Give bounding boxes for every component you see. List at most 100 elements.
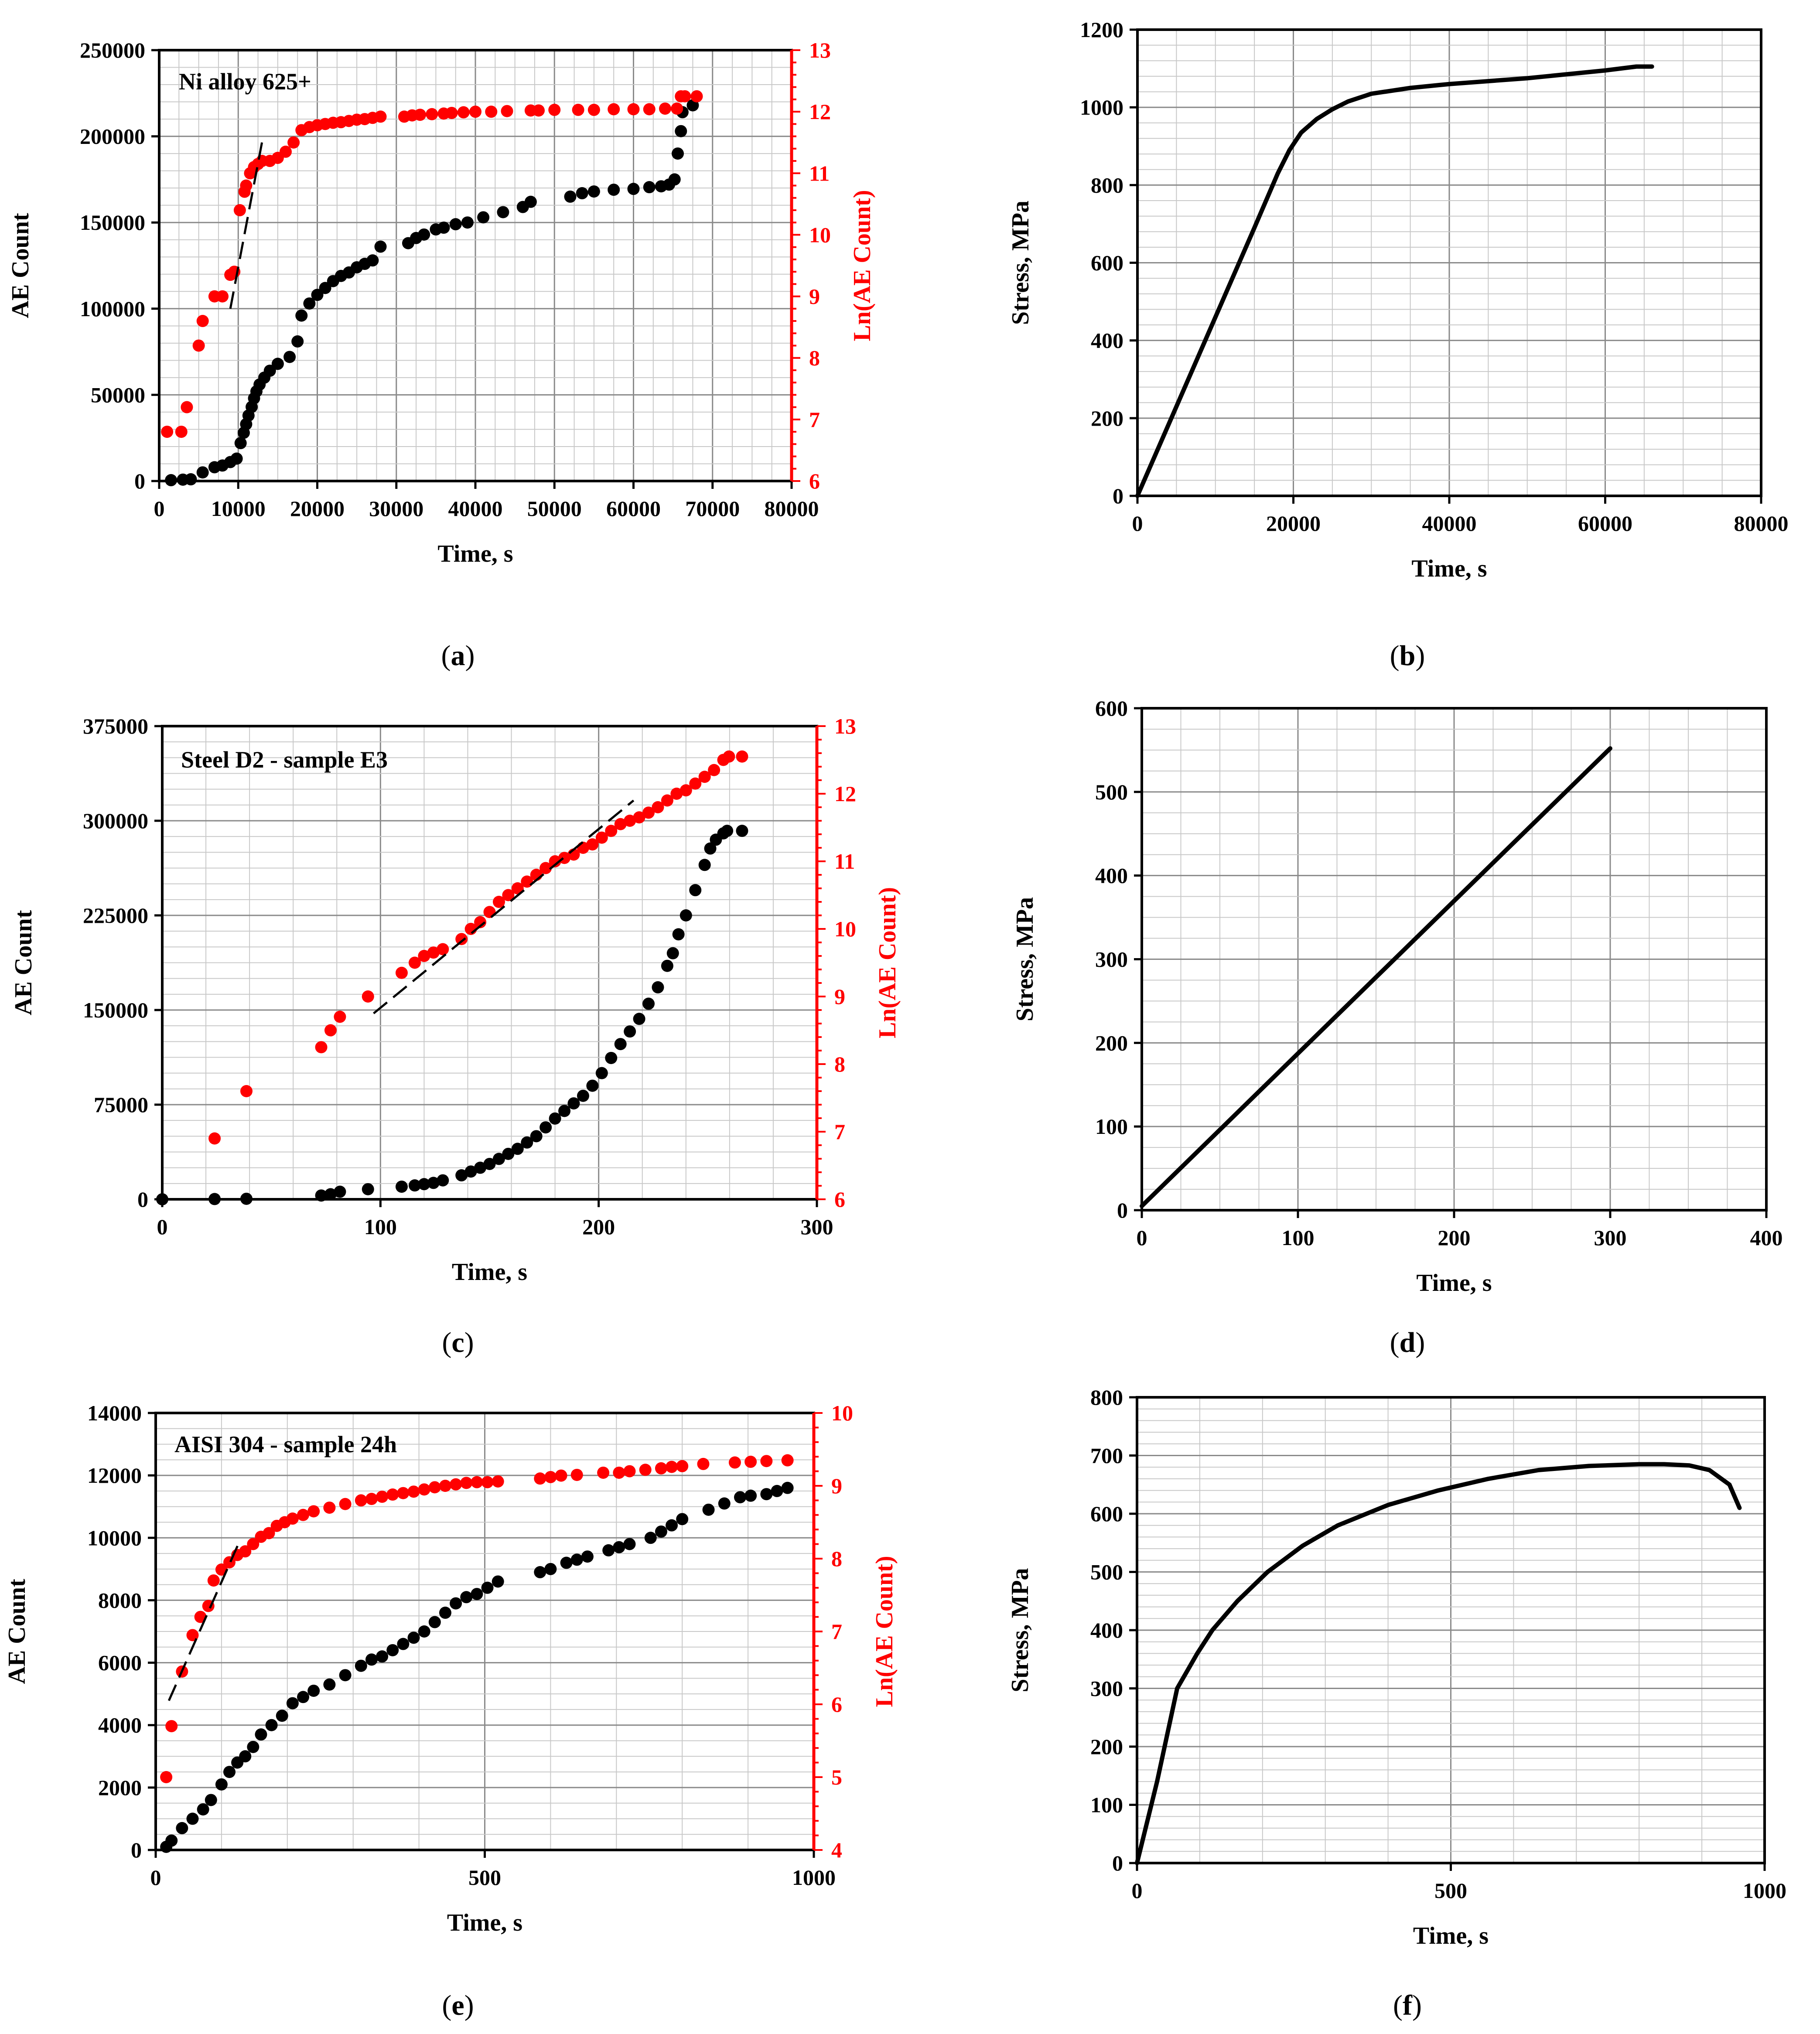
data-point [544, 1471, 557, 1483]
data-point [315, 1189, 328, 1202]
data-point [365, 1653, 378, 1666]
y-tick-label: 0 [1113, 484, 1123, 508]
data-point [671, 102, 683, 115]
data-point [605, 1051, 618, 1064]
y2-tick-label: 13 [834, 714, 856, 738]
x-axis-label: Time, s [1411, 555, 1487, 582]
y-tick-label: 10000 [87, 1526, 142, 1550]
chart-annotation: Steel D2 - sample E3 [181, 747, 388, 773]
y2-tick-label: 11 [834, 849, 855, 874]
y2-axis-label: Ln(AE Count) [874, 887, 901, 1038]
x-tick-label: 50000 [527, 496, 582, 521]
data-point [315, 1041, 328, 1054]
data-point [439, 1607, 451, 1619]
data-point [474, 1161, 487, 1174]
data-point [439, 1480, 451, 1492]
y-tick-label: 400 [1095, 863, 1128, 888]
chart-annotation: AISI 304 - sample 24h [174, 1431, 397, 1457]
y-tick-label: 12000 [87, 1463, 142, 1488]
trend-line [229, 142, 263, 309]
data-point [642, 997, 655, 1010]
panel-f: 0 500 1000 0 100 200 300 400 500 600 700 800 Time, s… [1007, 1385, 1786, 2021]
trend-line [373, 799, 635, 1014]
data-point [286, 1697, 299, 1710]
y-tick-label: 6000 [98, 1651, 142, 1675]
data-point [558, 1105, 571, 1117]
data-point [428, 1616, 441, 1628]
data-point [265, 1719, 278, 1731]
data-point [680, 909, 692, 921]
data-point [633, 811, 645, 824]
data-point [723, 750, 735, 763]
data-point [627, 103, 640, 116]
data-point [223, 1766, 236, 1778]
data-point [492, 896, 505, 908]
y2-tick-label: 12 [809, 99, 831, 124]
data-point [263, 365, 276, 377]
data-point [502, 889, 515, 901]
data-point [455, 1169, 468, 1182]
x-tick-label: 10000 [211, 496, 266, 521]
y2-tick-label: 12 [834, 782, 856, 806]
data-point [521, 1136, 533, 1149]
data-point [455, 933, 468, 945]
data-point [408, 956, 421, 969]
data-point [690, 90, 703, 102]
data-point [208, 1132, 221, 1145]
data-point [549, 855, 561, 867]
data-point [414, 109, 427, 121]
y-tick-label: 300 [1090, 1676, 1123, 1701]
gridlines [156, 1413, 814, 1850]
data-point [613, 1541, 625, 1553]
panel-caption: (c) [442, 1327, 474, 1358]
y-tick-label: 1000 [1080, 95, 1123, 119]
data-point [311, 289, 324, 301]
x-tick-label: 60000 [606, 496, 661, 521]
data-point [184, 473, 197, 486]
x-tick-label: 40000 [1422, 511, 1477, 536]
data-point [297, 1508, 310, 1521]
data-point [643, 181, 656, 194]
data-point [760, 1488, 773, 1501]
y2-tick-label: 8 [809, 346, 820, 370]
data-point [627, 183, 640, 195]
data-point [240, 179, 253, 192]
y2-tick-label: 11 [809, 161, 830, 185]
panel-caption: (d) [1390, 1327, 1425, 1358]
series-ln-ae-count [208, 750, 748, 1145]
y-tick-label: 800 [1090, 1385, 1123, 1409]
y2-tick-label: 7 [834, 1119, 845, 1144]
data-point [608, 184, 620, 196]
data-point [418, 228, 430, 241]
data-point [781, 1481, 794, 1494]
data-point [471, 1476, 483, 1488]
x-tick-label: 300 [1594, 1225, 1627, 1250]
data-point [501, 105, 513, 117]
data-point [161, 426, 174, 438]
data-point [437, 1174, 449, 1187]
data-point [721, 825, 734, 837]
data-point [661, 959, 673, 972]
data-point [744, 1455, 757, 1468]
y2-tick-label: 10 [834, 917, 856, 941]
data-point [156, 1193, 168, 1205]
data-point [324, 1024, 337, 1037]
data-point [659, 102, 671, 115]
x-tick-label: 40000 [448, 496, 503, 521]
x-tick-label: 400 [1750, 1225, 1783, 1250]
data-point [395, 1181, 408, 1193]
chart-annotation: Ni alloy 625+ [179, 68, 311, 95]
data-point [567, 1097, 580, 1110]
x-axis-label: Time, s [1413, 1922, 1489, 1949]
data-point [587, 185, 600, 198]
data-point [324, 1188, 337, 1201]
data-point [614, 818, 627, 830]
data-point [319, 282, 331, 294]
panel-c: 0 100 200 300 0 75000 150000 225000 300000 375000… [10, 714, 901, 1358]
data-point [676, 1513, 689, 1526]
data-point [216, 290, 229, 303]
y-tick-label: 100 [1095, 1114, 1128, 1139]
data-point [160, 1771, 173, 1783]
data-point [633, 1013, 645, 1025]
y-axis-label: AE Count [7, 213, 34, 318]
